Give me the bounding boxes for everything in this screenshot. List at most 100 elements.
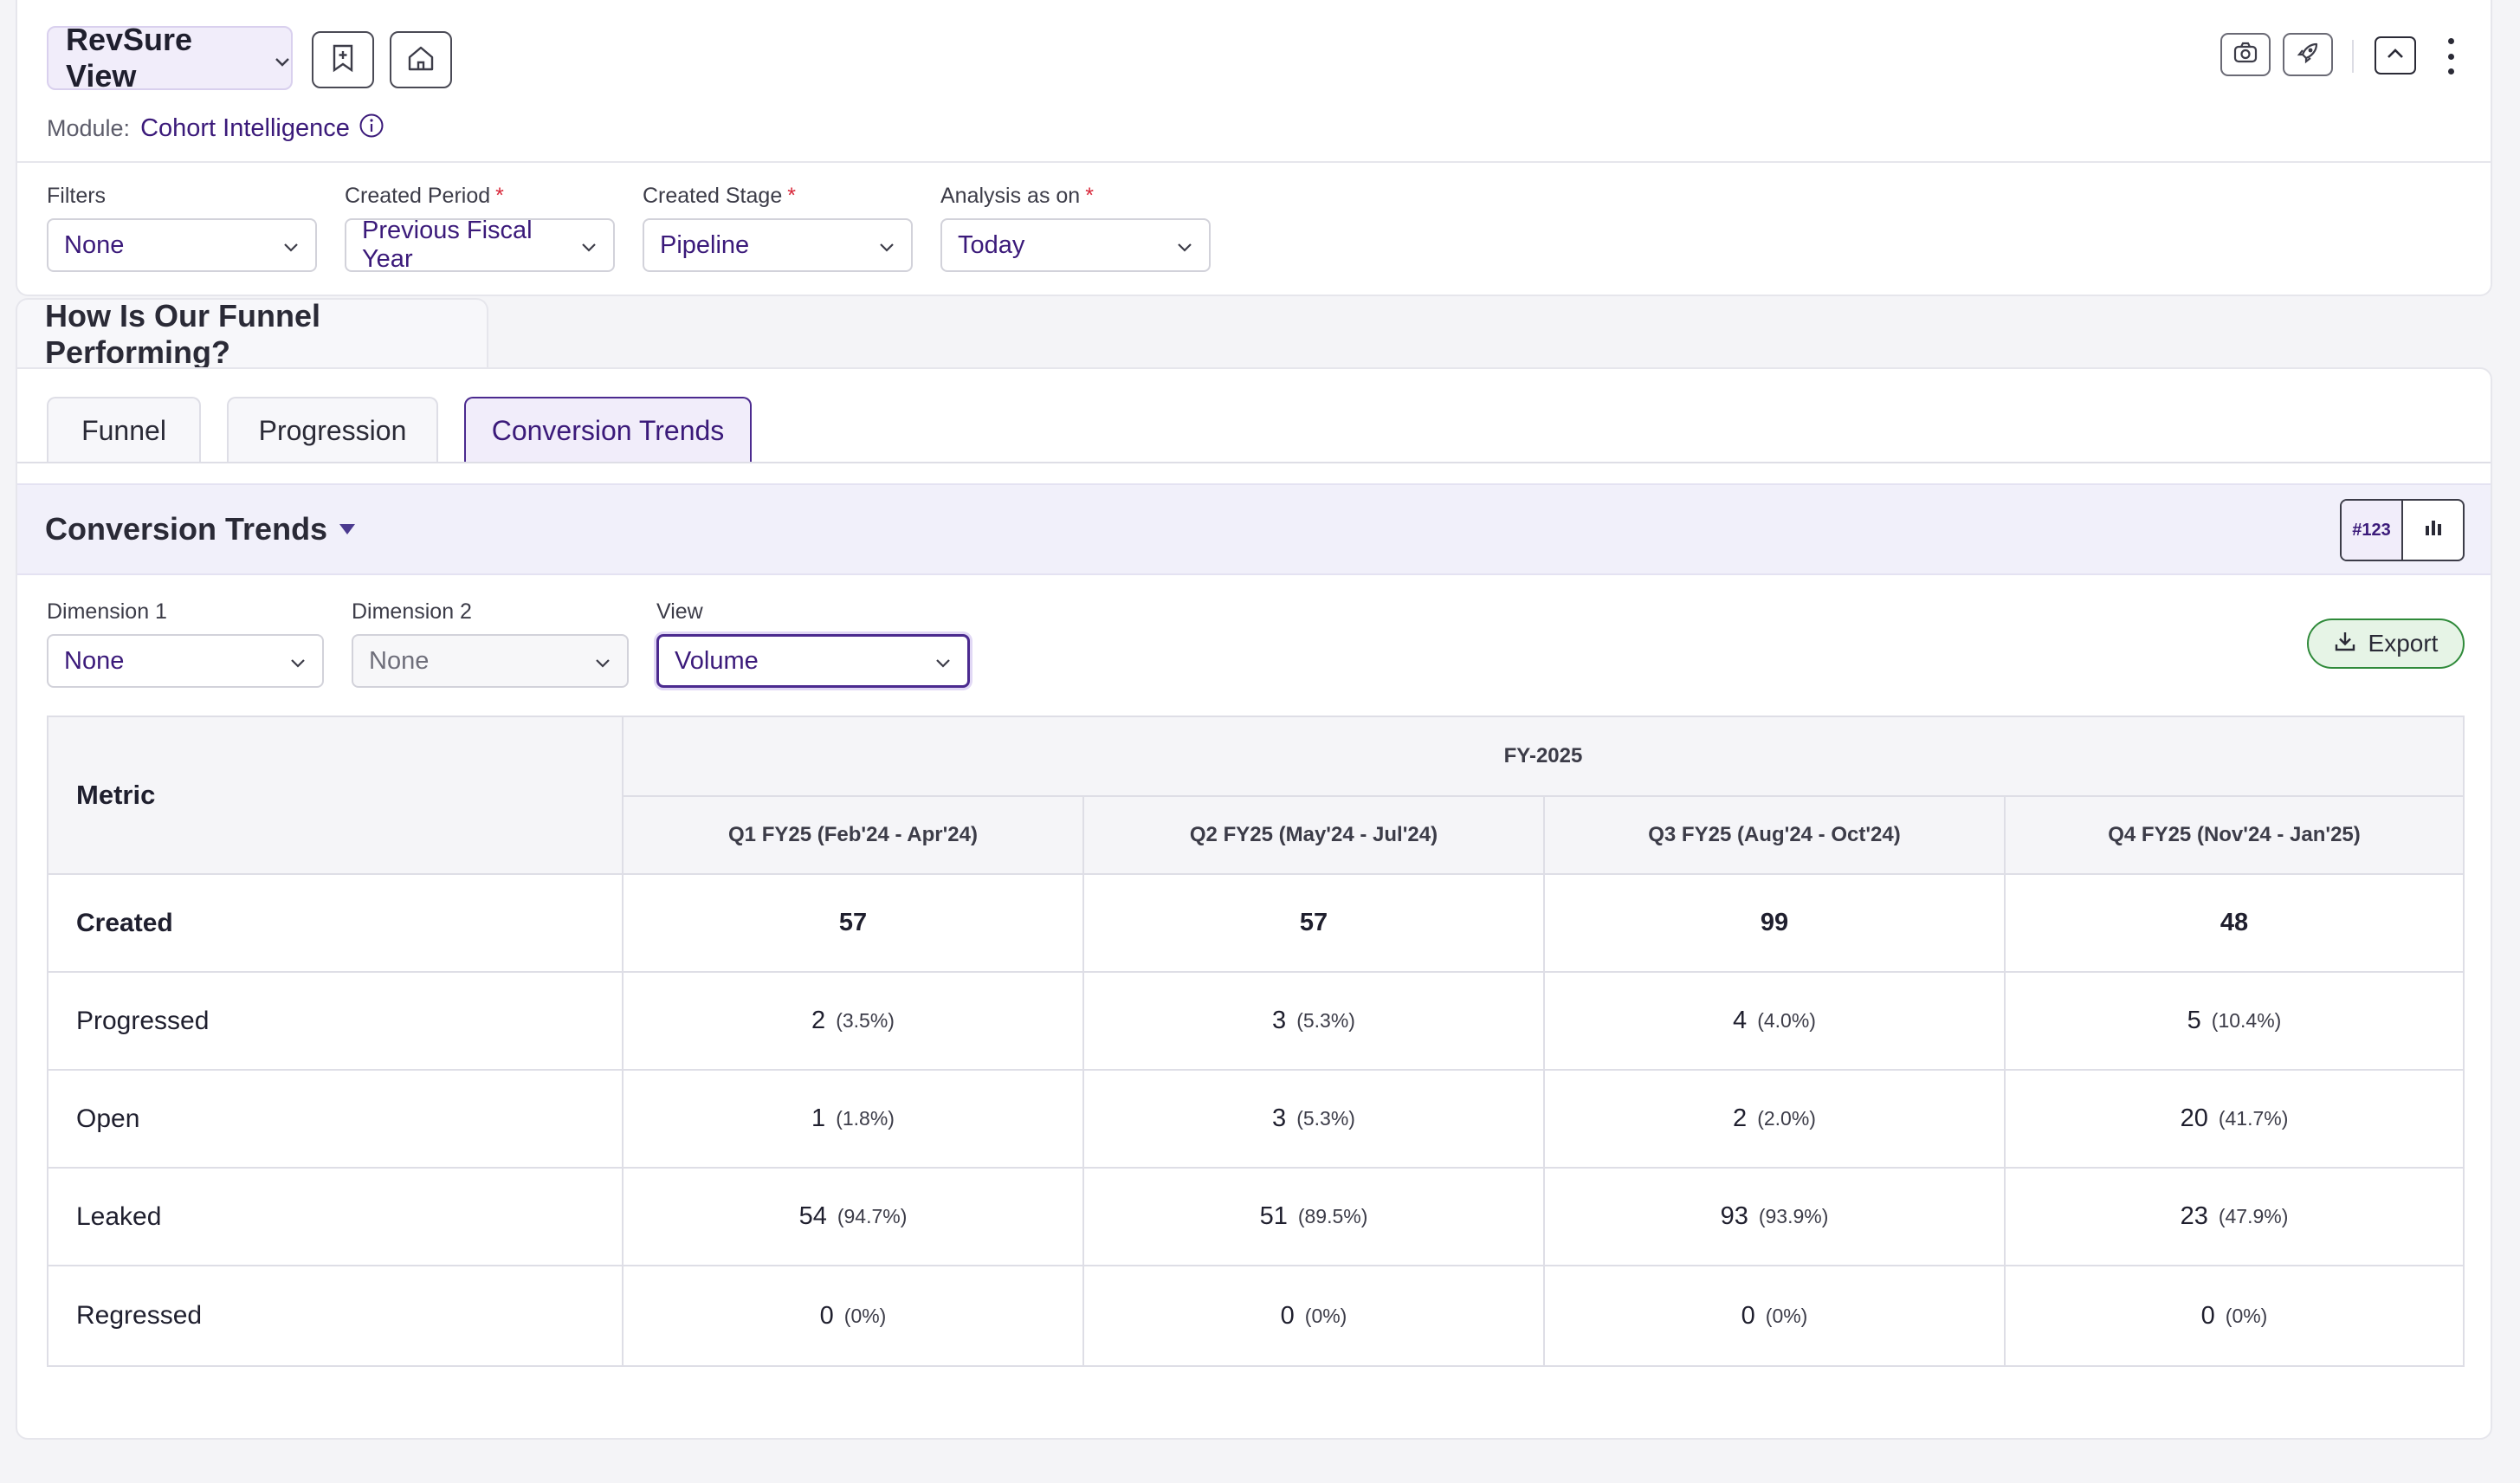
table-cell[interactable]: 54 (94.7%)	[624, 1169, 1084, 1266]
dimension-1-dropdown[interactable]: None	[47, 634, 324, 688]
table-cell[interactable]: 0 (0%)	[1545, 1266, 2006, 1365]
chevron-down-icon	[1176, 231, 1193, 260]
fiscal-year-text: FY-2025	[1503, 744, 1583, 767]
created-period-label: Created Period	[345, 184, 491, 208]
created-stage-dropdown[interactable]: Pipeline	[643, 218, 913, 272]
module-row: Module: Cohort Intelligence	[47, 113, 384, 145]
table-cell: 57	[624, 875, 1084, 973]
launch-button[interactable]	[2283, 33, 2333, 76]
created-period-value: Previous Fiscal Year	[362, 217, 533, 273]
column-header: Q1 FY25 (Feb'24 - Apr'24)	[624, 797, 1084, 875]
table-cell[interactable]: 2 (3.5%)	[624, 973, 1084, 1071]
table-cell[interactable]: 0 (0%)	[2200, 1301, 2268, 1330]
view-dropdown[interactable]: Volume	[656, 634, 970, 688]
home-button[interactable]	[390, 31, 452, 88]
bar-chart-icon	[2423, 517, 2444, 543]
dimension-1-label: Dimension 1	[47, 599, 167, 624]
tab-progression[interactable]: Progression	[227, 397, 438, 463]
section-title-text: How Is Our Funnel Performing?	[45, 298, 321, 370]
filter-created-period: Created Period * Previous Fiscal Year	[345, 184, 615, 273]
required-mark: *	[495, 184, 504, 208]
analysis-as-on-value: Today	[958, 230, 1025, 259]
tab-label: Funnel	[81, 414, 166, 446]
table-cell[interactable]: 20 (41.7%)	[2006, 1071, 2463, 1169]
dimension-1: Dimension 1 None	[47, 599, 324, 688]
filters-value: None	[64, 230, 125, 259]
export-button[interactable]: Export	[2307, 618, 2465, 669]
created-stage-label: Created Stage	[643, 184, 783, 208]
filters-dropdown[interactable]: None	[47, 218, 317, 272]
column-header: Q4 FY25 (Nov'24 - Jan'25)	[2006, 797, 2463, 875]
conversion-table: Metric FY-2025 Q1 FY25 (Feb'24 - Apr'24)…	[47, 716, 2465, 1367]
collapse-button[interactable]	[2375, 36, 2416, 74]
row-label-regressed: Regressed	[48, 1266, 624, 1365]
tab-conversion-trends[interactable]: Conversion Trends	[464, 397, 752, 463]
header-divider	[17, 161, 2491, 163]
chevron-up-icon	[2386, 48, 2405, 64]
row-label-created: Created	[48, 875, 624, 973]
dimension-2-dropdown[interactable]: None	[352, 634, 629, 688]
rocket-icon	[2296, 41, 2320, 69]
tabs-divider	[17, 462, 2491, 463]
panel-title[interactable]: Conversion Trends	[45, 511, 356, 547]
home-icon	[406, 44, 436, 76]
filter-filters: Filters None	[47, 184, 317, 272]
table-cell[interactable]: 1 (1.8%)	[624, 1071, 1084, 1169]
table-cell: 99	[1545, 875, 2006, 973]
table-cell[interactable]: 4 (4.0%)	[1545, 973, 2006, 1071]
tab-label: Conversion Trends	[491, 414, 725, 446]
download-icon	[2334, 630, 2356, 658]
camera-icon	[2232, 42, 2258, 68]
row-label-progressed: Progressed	[48, 973, 624, 1071]
created-period-dropdown[interactable]: Previous Fiscal Year	[345, 217, 615, 273]
dimension-2-value: None	[369, 646, 430, 675]
caret-down-icon	[339, 524, 356, 534]
table-cell: 48	[2006, 875, 2463, 973]
required-mark: *	[1085, 184, 1094, 208]
chevron-down-icon	[878, 231, 895, 260]
funnel-card: Funnel Progression Conversion Trends Con…	[16, 367, 2492, 1440]
table-cell[interactable]: 3 (5.3%)	[1084, 973, 1545, 1071]
bookmark-add-button[interactable]	[312, 31, 374, 88]
row-label-leaked: Leaked	[48, 1169, 624, 1266]
table-cell[interactable]: 93 (93.9%)	[1545, 1169, 2006, 1266]
metric-header-text: Metric	[76, 780, 156, 810]
dimension-2: Dimension 2 None	[352, 599, 629, 688]
module-name[interactable]: Cohort Intelligence	[140, 114, 350, 142]
screenshot-button[interactable]	[2220, 33, 2271, 76]
view-selector-block: View Volume	[656, 599, 970, 688]
table-cell[interactable]: 3 (5.3%)	[1084, 1071, 1545, 1169]
more-dots-icon	[2447, 38, 2454, 44]
table-cell[interactable]: 0 (0%)	[624, 1266, 1084, 1365]
display-toggle: #123	[2340, 499, 2465, 561]
info-icon[interactable]	[359, 113, 384, 145]
chevron-down-icon	[289, 647, 307, 676]
created-stage-value: Pipeline	[660, 230, 750, 259]
chevron-down-icon	[580, 231, 598, 260]
table-cell[interactable]: 5 (10.4%)	[2006, 973, 2463, 1071]
analysis-as-on-dropdown[interactable]: Today	[940, 218, 1211, 272]
export-label: Export	[2368, 630, 2439, 657]
chevron-down-icon	[274, 40, 291, 76]
chevron-down-icon	[934, 647, 952, 676]
table-cell[interactable]: 23 (47.9%)	[2006, 1169, 2463, 1266]
panel-header: Conversion Trends #123	[17, 483, 2491, 575]
more-options-button[interactable]	[2442, 35, 2459, 78]
view-name: RevSure View	[66, 22, 193, 94]
table-cell[interactable]: 2 (2.0%)	[1545, 1071, 2006, 1169]
required-mark: *	[787, 184, 796, 208]
filter-created-stage: Created Stage * Pipeline	[643, 184, 913, 272]
row-label-open: Open	[48, 1071, 624, 1169]
tab-funnel[interactable]: Funnel	[47, 397, 201, 463]
dimension-1-value: None	[64, 646, 125, 675]
table-cell[interactable]: 51 (89.5%)	[1084, 1169, 1545, 1266]
toolbar-divider	[2352, 40, 2354, 73]
chevron-down-icon	[594, 647, 611, 676]
panel-title-text: Conversion Trends	[45, 511, 328, 547]
table-cell[interactable]: 0 (0%)	[1084, 1266, 1545, 1365]
chart-view-toggle[interactable]	[2403, 501, 2463, 560]
table-cell: 57	[1084, 875, 1545, 973]
view-selector[interactable]: RevSure View	[47, 22, 293, 94]
tab-label: Progression	[258, 414, 407, 446]
number-view-toggle[interactable]: #123	[2342, 501, 2403, 560]
